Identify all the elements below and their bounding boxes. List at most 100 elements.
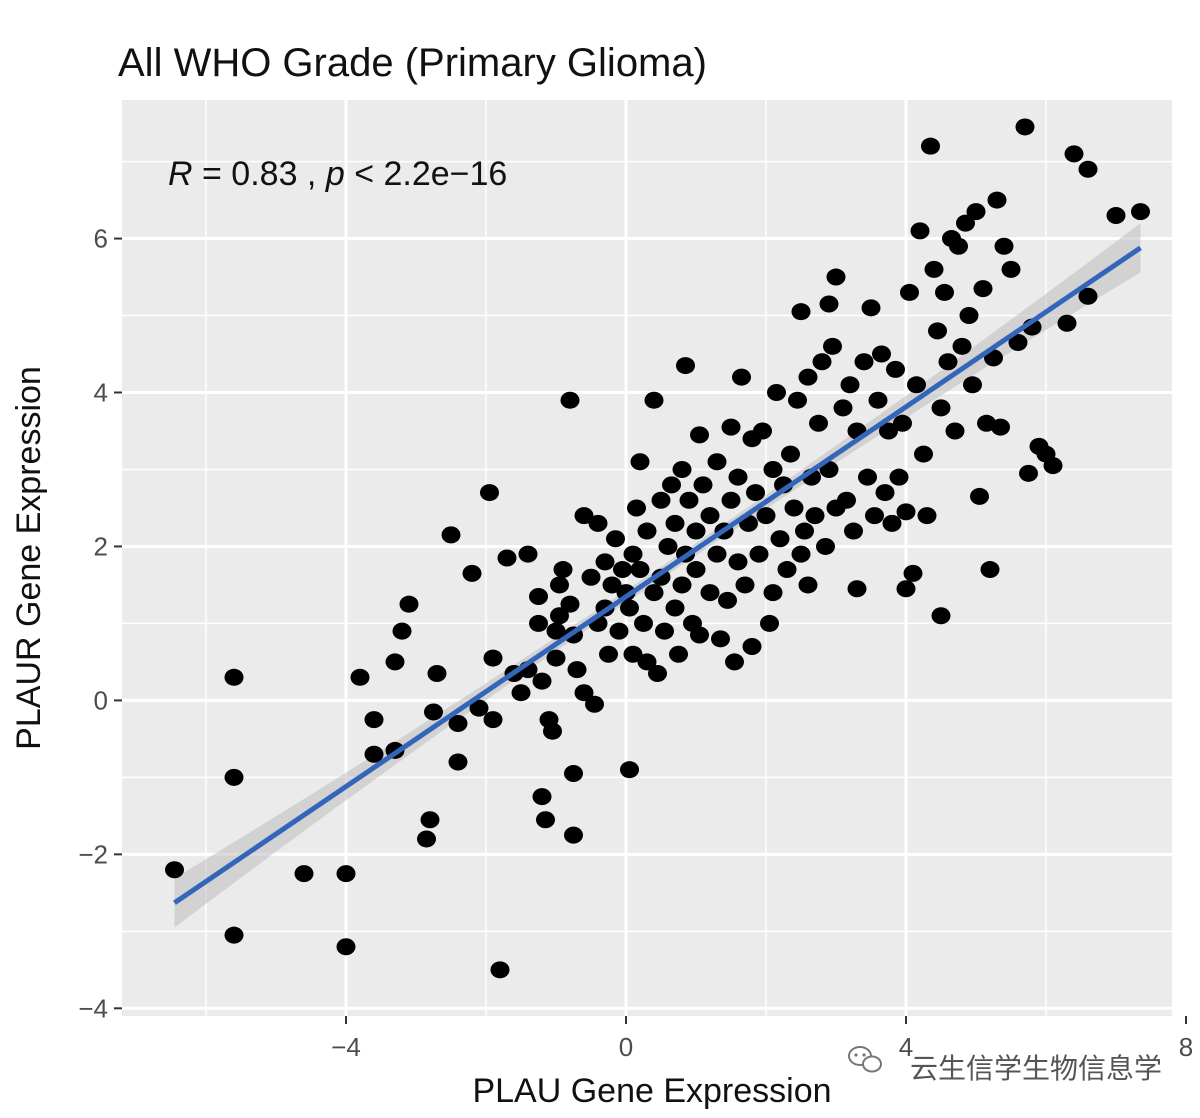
data-points	[165, 118, 1150, 979]
data-point	[634, 614, 653, 632]
r-value: = 0.83 ,	[193, 155, 326, 193]
data-point	[399, 595, 419, 613]
regression-line	[173, 245, 1142, 905]
data-point	[910, 222, 930, 240]
data-point	[529, 614, 548, 632]
data-point	[1131, 203, 1150, 221]
data-point	[385, 653, 405, 671]
data-point	[833, 399, 853, 417]
data-point	[963, 376, 982, 394]
data-point	[931, 607, 951, 625]
data-point	[816, 537, 835, 555]
data-point	[424, 703, 443, 721]
data-point	[973, 280, 993, 298]
data-point	[784, 499, 804, 517]
data-point	[336, 865, 356, 883]
data-point	[966, 203, 986, 221]
data-point	[599, 645, 618, 663]
data-point	[746, 484, 765, 502]
data-point	[1078, 160, 1098, 178]
data-point	[623, 545, 643, 563]
chart-title: All WHO Grade (Primary Glioma)	[118, 41, 707, 85]
data-point	[350, 668, 370, 686]
data-point	[742, 638, 762, 656]
data-point	[928, 322, 947, 340]
data-point	[609, 622, 629, 640]
data-point	[749, 545, 769, 563]
y-tick-label: 4	[94, 378, 108, 408]
data-point	[858, 468, 877, 486]
data-point	[417, 830, 436, 848]
data-point	[903, 564, 923, 582]
data-point	[637, 522, 657, 540]
y-tick-label: −2	[78, 839, 108, 869]
data-point	[959, 307, 979, 325]
data-point	[518, 545, 538, 563]
data-point	[1106, 206, 1126, 224]
data-point	[844, 522, 863, 540]
data-point	[165, 861, 184, 879]
data-point	[907, 376, 926, 394]
data-point	[791, 303, 811, 321]
plot-panel	[122, 100, 1188, 1016]
data-point	[560, 595, 580, 613]
data-point	[427, 664, 447, 682]
data-point	[585, 695, 604, 713]
data-point	[938, 353, 958, 371]
data-point	[812, 353, 832, 371]
r-symbol: R	[168, 155, 193, 193]
data-point	[686, 561, 706, 579]
data-point	[483, 649, 503, 667]
data-point	[644, 584, 664, 602]
data-point	[753, 422, 772, 440]
data-point	[728, 468, 748, 486]
data-point	[693, 476, 713, 494]
x-tick-label: 8	[1179, 1032, 1193, 1062]
data-point	[490, 961, 510, 979]
data-point	[900, 283, 919, 301]
data-point	[777, 561, 797, 579]
y-tick-label: 6	[94, 224, 108, 254]
data-point	[949, 237, 968, 255]
data-point	[546, 622, 566, 640]
data-point	[627, 499, 646, 517]
data-point	[917, 507, 937, 525]
data-point	[574, 684, 594, 702]
data-point	[763, 584, 783, 602]
data-point	[665, 514, 685, 532]
data-point	[644, 391, 664, 409]
data-point	[795, 522, 814, 540]
data-point	[1057, 314, 1077, 332]
x-axis-title: PLAU Gene Expression	[472, 1072, 831, 1110]
data-point	[707, 453, 727, 471]
data-point	[868, 391, 888, 409]
data-point	[956, 214, 975, 232]
data-point	[420, 811, 440, 829]
data-point	[564, 765, 583, 783]
data-point	[648, 664, 667, 682]
data-point	[987, 191, 1007, 209]
data-point	[847, 580, 867, 598]
data-point	[875, 484, 895, 502]
data-point	[756, 507, 776, 525]
data-point	[767, 384, 786, 402]
data-point	[651, 491, 671, 509]
data-point	[543, 722, 562, 740]
data-point	[336, 938, 356, 956]
data-point	[560, 391, 580, 409]
data-point	[536, 811, 555, 829]
correlation-annotation: R = 0.83 , p < 2.2e−16	[168, 155, 507, 193]
data-point	[865, 507, 884, 525]
data-point	[497, 549, 517, 567]
data-point	[679, 491, 699, 509]
data-point	[564, 826, 583, 844]
data-point	[872, 345, 891, 363]
data-point	[550, 607, 569, 625]
data-point	[893, 414, 912, 432]
data-point	[483, 711, 503, 729]
data-point	[879, 422, 898, 440]
data-point	[392, 622, 412, 640]
data-point	[546, 649, 566, 667]
data-point	[662, 476, 681, 494]
data-point	[676, 357, 695, 375]
